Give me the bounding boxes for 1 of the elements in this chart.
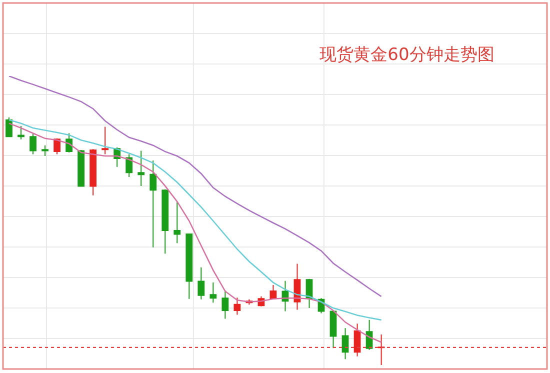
chart-title: 现货黄金60分钟走势图 — [320, 45, 494, 66]
